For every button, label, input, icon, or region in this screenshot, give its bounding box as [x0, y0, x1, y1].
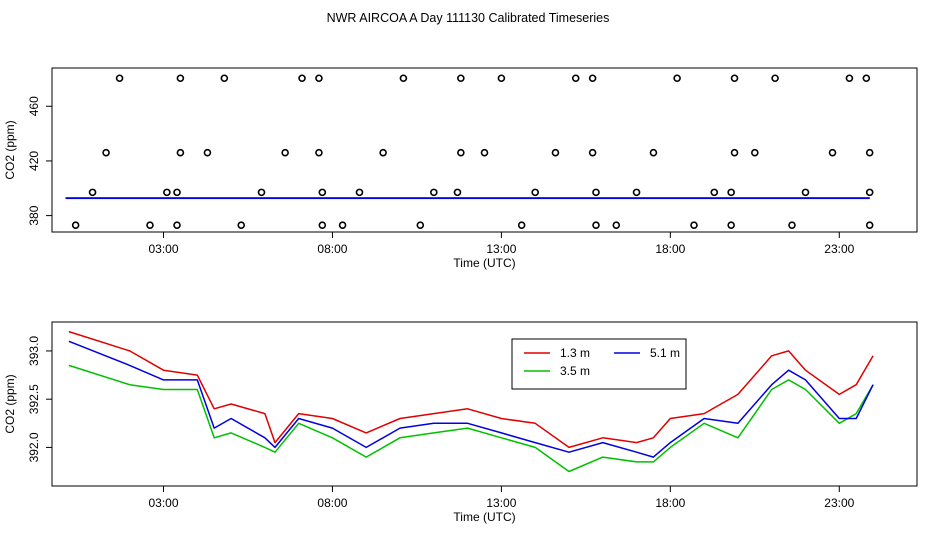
scatter-point-tank-mid-high [828, 148, 837, 157]
scatter-point-tank-low [416, 221, 425, 229]
scatter-point-tank-low [146, 221, 154, 229]
scatter-point-tank-mid-high [457, 148, 465, 157]
scatter-point-tank-mid-low [257, 188, 266, 197]
y-tick-label: 460 [27, 96, 41, 116]
scatter-point-tank-mid-low [173, 188, 181, 197]
scatter-point-tank-low [517, 221, 526, 229]
scatter-point-tank-mid-low [727, 188, 735, 197]
scatter-point-tank-high [571, 74, 580, 83]
x-tick-label: 23:00 [824, 242, 854, 256]
scatter-point-tank-mid-low [163, 188, 171, 197]
x-tick-label: 03:00 [148, 242, 178, 256]
scatter-point-tank-mid-high [281, 148, 289, 157]
scatter-point-tank-high [771, 74, 779, 83]
x-tick-label: 03:00 [148, 496, 178, 510]
scatter-point-tank-high [176, 74, 185, 83]
scatter-point-tank-high [457, 74, 465, 83]
legend-label: 1.3 m [560, 346, 590, 360]
y-tick-label: 380 [27, 205, 41, 225]
scatter-point-tank-mid-high [176, 148, 185, 157]
y-axis-label: CO2 (ppm) [3, 374, 17, 433]
x-tick-label: 13:00 [486, 242, 516, 256]
scatter-point-tank-high [730, 74, 739, 83]
scatter-point-tank-low [71, 221, 80, 229]
scatter-point-tank-low [865, 221, 874, 229]
x-tick-label: 08:00 [317, 496, 347, 510]
scatter-point-tank-mid-high [730, 148, 739, 157]
scatter-point-tank-low [727, 221, 735, 229]
series-line-13m [68, 330, 874, 449]
x-tick-label: 18:00 [655, 242, 685, 256]
scatter-point-tank-high [315, 74, 323, 83]
chart-title: NWR AIRCOA A Day 111130 Calibrated Times… [327, 11, 610, 25]
scatter-point-tank-mid-low [710, 188, 719, 197]
scatter-point-tank-high [115, 74, 124, 83]
scatter-point-tank-low [612, 221, 621, 229]
y-axis-label: CO2 (ppm) [3, 120, 17, 179]
y-tick-label: 393.0 [27, 336, 41, 366]
scatter-point-tank-mid-low [318, 188, 327, 197]
scatter-point-tank-low [690, 221, 698, 229]
scatter-point-tank-mid-low [355, 188, 364, 197]
scatter-point-tank-high [497, 74, 506, 83]
scatter-point-tank-high [588, 74, 597, 83]
scatter-point-tank-low [788, 221, 796, 229]
scatter-point-tank-mid-low [592, 188, 600, 197]
scatter-point-tank-mid-high [480, 148, 489, 157]
scatter-point-tank-low [318, 221, 327, 229]
x-tick-label: 13:00 [486, 496, 516, 510]
plot-area [65, 74, 874, 229]
series-line-51m [68, 340, 874, 458]
x-tick-label: 18:00 [655, 496, 685, 510]
scatter-point-tank-mid-high [102, 148, 110, 157]
scatter-point-tank-low [592, 221, 600, 229]
scatter-point-tank-mid-high [379, 148, 387, 157]
series-line-35m [68, 364, 874, 473]
y-tick-label: 420 [27, 151, 41, 171]
scatter-point-tank-mid-low [632, 188, 641, 197]
x-tick-label: 23:00 [824, 496, 854, 510]
scatter-point-tank-low [338, 221, 347, 229]
scatter-point-tank-high [220, 74, 229, 83]
scatter-point-tank-mid-low [801, 188, 810, 197]
scatter-point-tank-high [862, 74, 871, 83]
x-axis-label: Time (UTC) [453, 510, 515, 524]
scatter-point-tank-mid-high [203, 148, 212, 157]
scatter-point-tank-high [845, 74, 854, 83]
scatter-point-tank-high [673, 74, 681, 83]
scatter-point-tank-high [298, 74, 306, 83]
x-axis-label: Time (UTC) [453, 256, 515, 270]
scatter-point-tank-low [237, 221, 246, 229]
scatter-point-tank-mid-high [649, 148, 658, 157]
scatter-point-tank-mid-high [315, 148, 323, 157]
scatter-point-tank-mid-low [453, 188, 462, 197]
scatter-point-tank-mid-low [430, 188, 438, 197]
x-tick-label: 08:00 [317, 242, 347, 256]
bottom-panel: 03:00 08:00 13:00 18:00 23:00 Time (UTC) 392.0… [3, 321, 918, 524]
scatter-point-tank-mid-low [531, 188, 539, 197]
plot-frame [51, 67, 918, 233]
legend-box [511, 338, 687, 390]
y-tick-label: 392.0 [27, 432, 41, 462]
y-tick-label: 392.5 [27, 384, 41, 414]
scatter-point-tank-low [173, 221, 181, 229]
scatter-point-tank-mid-high [588, 148, 597, 157]
plot-frame [51, 321, 918, 487]
top-panel: 03:00 08:00 13:00 18:00 23:00 Time (UTC) 380 42… [3, 67, 918, 270]
scatter-point-tank-mid-high [865, 148, 874, 157]
scatter-point-tank-mid-high [751, 148, 759, 157]
scatter-point-tank-mid-low [865, 188, 874, 197]
legend-label: 3.5 m [560, 364, 590, 378]
plot-area [68, 330, 874, 473]
legend-label: 5.1 m [650, 346, 680, 360]
scatter-point-tank-mid-low [88, 188, 97, 197]
scatter-point-tank-high [399, 74, 408, 83]
scatter-point-tank-mid-high [551, 148, 560, 157]
